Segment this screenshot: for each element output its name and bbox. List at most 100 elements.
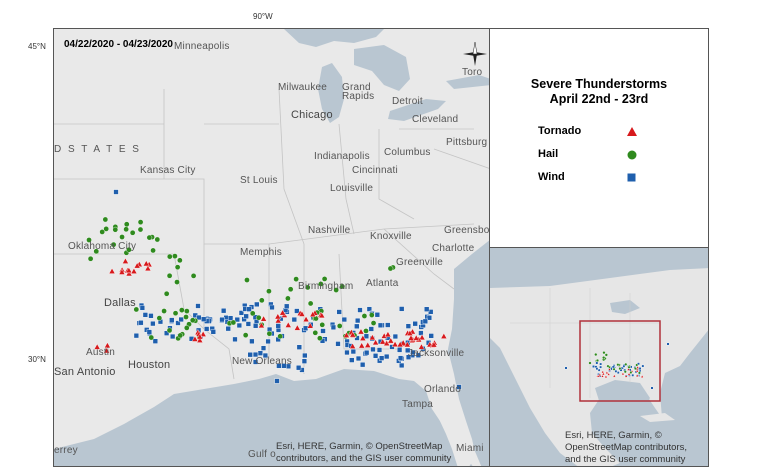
wind-marker [249, 338, 255, 344]
hail-marker [307, 300, 314, 307]
inset-wind-marker [597, 368, 601, 372]
city-label: Minneapolis [174, 41, 230, 52]
hail-marker [363, 328, 369, 334]
tornado-marker [403, 341, 411, 348]
tornado-marker [293, 324, 301, 331]
hail-circle-icon [627, 150, 637, 160]
inset-wind-marker [564, 366, 568, 370]
tornado-marker [343, 331, 350, 338]
wind-marker [291, 316, 297, 323]
wind-marker [301, 358, 308, 364]
hail-marker [287, 286, 294, 293]
hail-marker [255, 314, 262, 321]
inset-overview-map[interactable]: Esri, HERE, Garmin, © OpenStreetMap cont… [489, 247, 709, 467]
inset-tornado-marker [635, 369, 639, 373]
inset-tornado-marker [626, 367, 631, 371]
inset-great-lakes [610, 300, 640, 314]
hail-marker [112, 226, 119, 233]
tornado-marker [440, 332, 448, 339]
wind-marker [219, 316, 225, 323]
city-label: Atlanta [366, 278, 399, 289]
hail-marker [172, 310, 179, 317]
hail-marker [321, 276, 328, 282]
inset-wind-marker [592, 365, 595, 368]
tornado-marker [274, 317, 282, 324]
wind-marker [355, 317, 361, 324]
inset-gulf [595, 380, 650, 418]
inset-cuba [640, 413, 675, 422]
hail-marker [154, 236, 161, 243]
city-label: St Louis [240, 175, 278, 186]
hail-marker [156, 315, 163, 321]
tornado-marker [196, 333, 204, 340]
inset-wind-marker [650, 386, 654, 390]
wind-marker [456, 384, 462, 390]
hail-marker [148, 334, 155, 341]
inset-hail-marker [637, 371, 641, 375]
city-label: errey [54, 445, 78, 456]
inset-hail-marker [612, 367, 616, 371]
legend-label-hail: Hail [538, 148, 559, 160]
hail-marker [183, 325, 190, 331]
hail-marker [318, 281, 324, 287]
hail-marker [369, 312, 375, 318]
inset-tornado-marker [635, 365, 640, 369]
tornado-marker [125, 267, 133, 274]
wind-marker [260, 345, 267, 351]
inset-extent-box [579, 320, 661, 402]
tornado-marker [418, 334, 426, 341]
tornado-marker [359, 334, 367, 341]
hail-marker [99, 229, 105, 235]
inset-hail-marker [633, 367, 637, 371]
hail-marker [110, 241, 117, 248]
hail-marker [361, 313, 368, 319]
inset-tornado-marker [624, 374, 628, 378]
wind-marker [335, 341, 341, 347]
inset-tornado-marker [604, 374, 608, 379]
wind-marker [281, 363, 287, 369]
wind-marker [357, 307, 363, 313]
inset-hail-marker [623, 370, 627, 374]
city-label: Charlotte [432, 243, 475, 254]
hail-marker [126, 246, 132, 253]
map-attribution-line1: Esri, HERE, Garmin, © OpenStreetMap [276, 441, 443, 452]
wind-marker [364, 350, 370, 356]
main-map[interactable]: 04/22/2020 - 04/23/2020 Minneapolis Milwa… [53, 28, 490, 467]
city-label: Columbus [384, 147, 431, 158]
latitude-label-30n: 30°N [28, 355, 46, 364]
inset-attribution-line2: OpenStreetMap contributors, [565, 442, 687, 453]
hail-marker [266, 288, 272, 295]
inset-tornado-marker [607, 367, 612, 371]
tornado-marker [412, 334, 420, 341]
wind-marker [336, 309, 342, 315]
legend-title-line2: April 22nd - 23rd [549, 92, 649, 106]
wind-marker [253, 323, 259, 329]
hail-marker [190, 273, 197, 279]
city-label: Indianapolis [314, 151, 370, 162]
tornado-marker [396, 341, 404, 348]
wind-marker [238, 310, 245, 316]
inset-hail-marker [618, 367, 622, 371]
wind-marker [296, 344, 302, 350]
wind-marker [410, 349, 416, 356]
tornado-marker [104, 342, 111, 349]
lake-michigan [318, 63, 344, 123]
wind-marker [412, 321, 418, 327]
city-label: Greenville [396, 257, 444, 268]
inset-tornado-marker [600, 374, 605, 378]
longitude-label-90w: 90°W [253, 12, 273, 21]
tornado-marker [349, 331, 357, 338]
wind-square-icon [627, 173, 636, 182]
inset-wind-marker [599, 365, 603, 369]
wind-marker [262, 352, 269, 359]
hail-marker [387, 265, 394, 272]
tornado-marker [122, 257, 129, 264]
city-label: Louisville [330, 183, 374, 194]
wind-marker [113, 189, 119, 195]
wind-marker [341, 316, 347, 323]
wind-marker [170, 333, 176, 340]
inset-hail-marker [595, 358, 600, 363]
wind-marker [178, 316, 184, 323]
wind-marker [139, 305, 145, 311]
city-label: Rapids [342, 91, 375, 102]
